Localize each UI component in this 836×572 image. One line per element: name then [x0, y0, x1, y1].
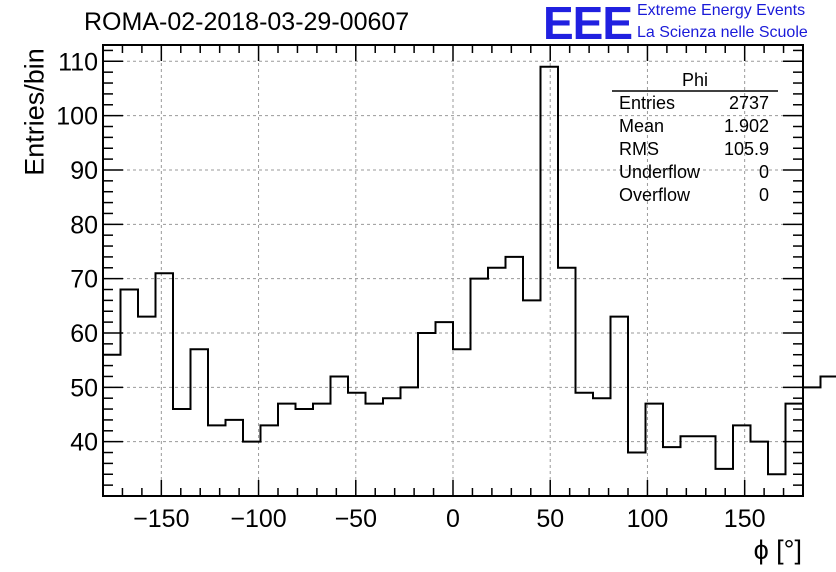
histogram-bin [313, 404, 331, 496]
stats-label: Underflow [619, 162, 701, 182]
histogram-bin [523, 300, 541, 496]
histogram-bin [191, 349, 209, 496]
histogram-bin [628, 453, 646, 496]
stats-row-entries: Entries 2737 [619, 93, 769, 114]
y-tick-label: 50 [70, 374, 98, 402]
histogram-bin [541, 67, 559, 496]
histogram-bin [401, 387, 419, 496]
histogram-bin [786, 404, 804, 496]
stats-value: 1.902 [723, 116, 769, 136]
histogram-bin [121, 290, 139, 496]
histogram-bin [226, 420, 244, 496]
histogram-bin [453, 349, 471, 496]
histogram-bin [331, 376, 349, 496]
y-tick-label: 60 [70, 320, 98, 348]
histogram-bin [471, 279, 489, 496]
stats-label: Entries [619, 93, 676, 113]
histogram-bin [296, 409, 314, 496]
histogram-bin [558, 268, 576, 496]
stats-value: 105.9 [723, 139, 769, 159]
histogram-bin [261, 425, 279, 496]
run-title: ROMA-02-2018-03-29-00607 [84, 8, 410, 36]
histogram-bin [506, 257, 524, 496]
histogram-bin [803, 387, 821, 496]
histogram-bin [156, 273, 174, 496]
histogram-bin [611, 317, 629, 496]
stats-box-title: Phi [681, 70, 708, 90]
stats-label: RMS [619, 139, 659, 159]
histogram-bin [278, 404, 296, 496]
y-tick-label: 100 [56, 103, 98, 131]
y-tick-label: 90 [70, 157, 98, 185]
histogram-bin [593, 398, 611, 496]
logo-tagline-2: La Scienza nelle Scuole [637, 24, 808, 41]
stats-label: Overflow [619, 185, 691, 205]
stats-row-mean: Mean 1.902 [619, 116, 769, 137]
histogram-bin [821, 376, 836, 496]
logo-tagline-1: Extreme Energy Events [637, 2, 806, 19]
y-tick-label: 80 [70, 211, 98, 239]
histogram-bin [208, 425, 226, 496]
histogram-bin [716, 469, 734, 496]
histogram-bin [681, 436, 699, 496]
histogram-bin [348, 393, 366, 496]
histogram-bin [436, 322, 454, 496]
x-tick-label: 0 [446, 505, 460, 533]
stats-label: Mean [619, 116, 665, 136]
x-tick-label: 100 [627, 505, 669, 533]
stats-row-overflow: Overflow 0 [619, 185, 769, 206]
y-tick-label: 40 [70, 429, 98, 457]
stats-row-underflow: Underflow 0 [619, 162, 769, 183]
histogram-bin [663, 447, 681, 496]
histogram-bin [488, 268, 506, 496]
y-tick-label: 70 [70, 266, 98, 294]
histogram-bin [698, 436, 716, 496]
stats-row-rms: RMS 105.9 [619, 139, 769, 160]
histogram-bin [576, 393, 594, 496]
stats-value: 2737 [728, 93, 769, 113]
x-tick-label: −100 [230, 505, 286, 533]
histogram-bin [418, 333, 436, 496]
histogram-bin [383, 398, 401, 496]
histogram-series-line [103, 65, 836, 476]
eee-logo: EEE [543, 0, 633, 49]
x-tick-label: 150 [724, 505, 766, 533]
histogram-bin [138, 317, 156, 496]
histogram-bin [733, 425, 751, 496]
y-tick-label: 110 [58, 48, 98, 76]
x-tick-label: 50 [536, 505, 564, 533]
histogram-bin [366, 404, 384, 496]
x-tick-label: −50 [335, 505, 377, 533]
histogram-bin [173, 409, 191, 496]
histogram-bin [751, 442, 769, 496]
x-axis-label: ϕ [°] [753, 535, 802, 565]
stats-value: 0 [758, 162, 769, 182]
stats-value: 0 [758, 185, 769, 205]
x-tick-label: −150 [133, 505, 189, 533]
y-axis-label: Entries/bin [19, 48, 50, 176]
